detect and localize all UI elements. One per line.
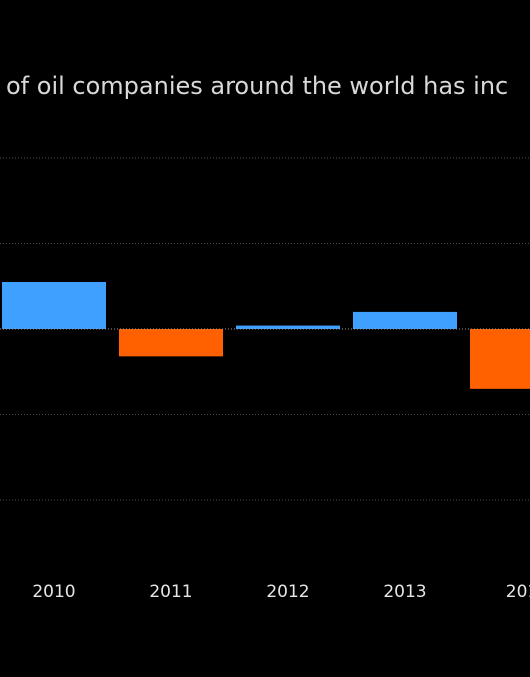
- x-tick-label: 2011: [149, 582, 192, 602]
- bar-201: [470, 329, 530, 389]
- bar-2010: [2, 281, 106, 329]
- bar-2011: [119, 329, 223, 357]
- x-axis-labels: 2010 2011 2012 2013 201: [32, 582, 530, 602]
- bar-2013: [353, 311, 457, 329]
- bars: [2, 281, 530, 389]
- gridlines: [0, 157, 530, 501]
- x-tick-label: 2010: [32, 582, 75, 602]
- x-tick-label: 2012: [266, 582, 309, 602]
- x-tick-label: 2013: [383, 582, 426, 602]
- chart-title: of oil companies around the world has in…: [6, 72, 509, 100]
- x-tick-label: 201: [506, 582, 530, 602]
- bar-2012: [236, 325, 340, 329]
